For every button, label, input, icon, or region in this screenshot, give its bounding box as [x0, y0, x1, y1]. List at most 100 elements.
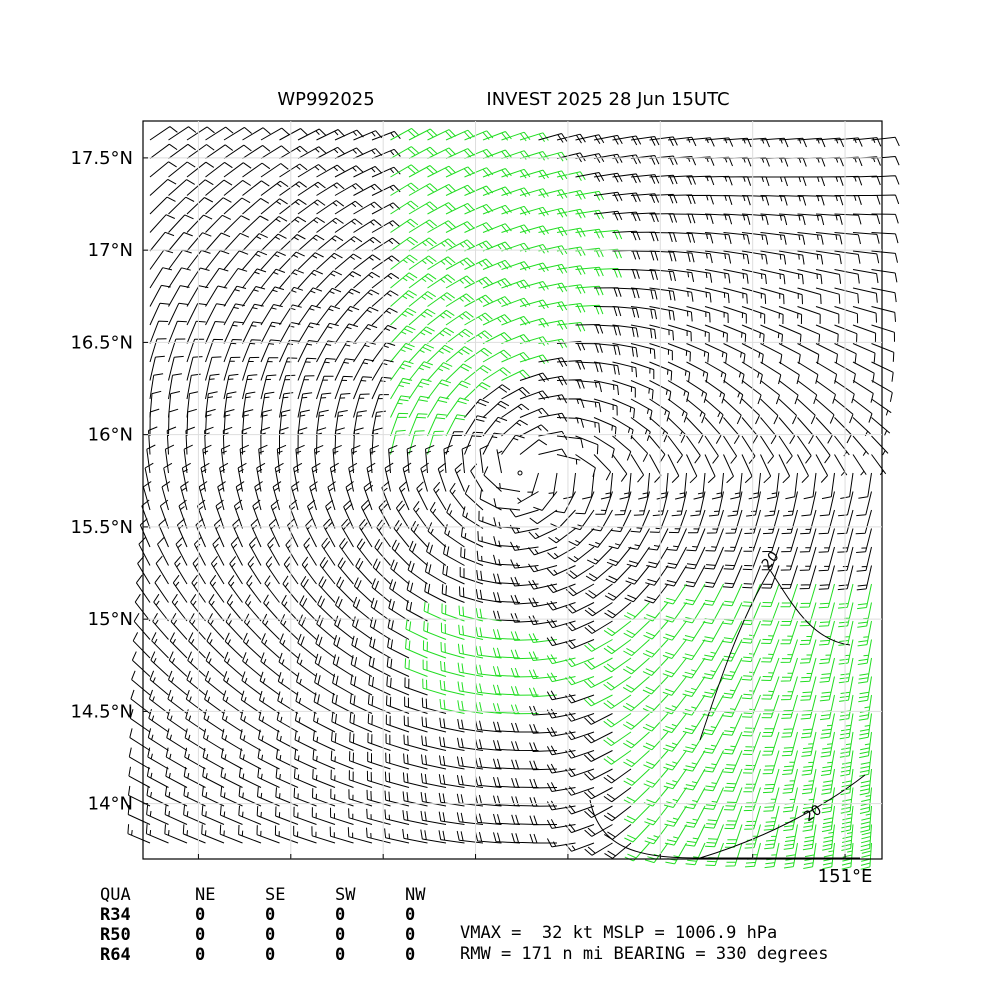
wind-barb: [493, 573, 521, 585]
wind-barb: [705, 842, 724, 866]
wind-barb: [744, 805, 761, 830]
wind-barb: [242, 632, 262, 659]
wind-barb: [704, 787, 724, 810]
wind-barb: [705, 528, 724, 552]
wind-barb: [799, 639, 817, 664]
wind-barb: [390, 236, 418, 252]
wind-barb: [780, 676, 798, 701]
wind-barb: [667, 324, 692, 342]
wind-barb: [294, 730, 317, 751]
wind-barb: [556, 208, 586, 219]
wind-barb: [593, 343, 621, 356]
wind-barb: [819, 657, 835, 683]
wind-barb: [464, 382, 491, 400]
wind-barb: [391, 539, 410, 566]
wind-barb: [205, 144, 234, 159]
wind-barb: [406, 444, 416, 474]
wind-barb: [221, 709, 243, 733]
wind-barb: [782, 750, 798, 775]
wind-barb: [510, 541, 539, 551]
wind-barb: [205, 250, 230, 270]
wind-barb: [802, 787, 817, 813]
wind-barb: [368, 675, 391, 696]
wind-barb: [724, 528, 743, 552]
wind-barb: [164, 786, 188, 807]
wind-barb: [619, 472, 632, 500]
wind-barb: [684, 787, 706, 810]
wind-barb: [493, 592, 521, 603]
wind-barb: [818, 565, 835, 590]
wind-barb: [760, 250, 787, 265]
wind-barb: [334, 288, 361, 307]
wind-barb: [612, 398, 635, 419]
wind-barb: [528, 651, 558, 661]
wind-barb: [318, 576, 336, 603]
wind-barb: [297, 427, 308, 455]
wind-barb: [297, 287, 323, 307]
wind-barb: [852, 175, 881, 186]
wind-barb: [220, 444, 231, 474]
storm-title: INVEST 2025 28 Jun 15UTC: [486, 89, 729, 110]
wind-barb: [438, 830, 465, 844]
wind-barb: [482, 241, 512, 252]
wind-barb: [158, 518, 169, 548]
wind-barb: [219, 805, 243, 825]
wind-barb: [838, 491, 854, 517]
wind-barb: [593, 210, 623, 221]
wind-barb: [568, 528, 595, 547]
wind-barb: [797, 435, 812, 464]
wind-barb: [575, 491, 595, 515]
wind-barb: [575, 398, 602, 413]
wind-barb: [260, 286, 285, 307]
wind-barb: [741, 454, 753, 484]
wind-barb: [612, 306, 640, 318]
wind-barb: [355, 557, 373, 585]
wind-barb: [185, 689, 206, 714]
wind-barb: [390, 395, 411, 418]
wind-barb: [546, 819, 576, 829]
wind-barb: [390, 360, 414, 381]
wind-barb: [702, 694, 724, 717]
wind-barb: [575, 380, 602, 393]
y-tick-label: 16.5°N: [70, 332, 133, 353]
wind-barb: [584, 824, 613, 837]
wind-barb: [595, 491, 613, 515]
wind-barb: [186, 408, 197, 437]
wind-barb: [819, 676, 835, 702]
wind-barb: [780, 639, 798, 663]
wind-barb: [312, 788, 336, 807]
wind-barb: [858, 694, 872, 721]
wind-barb: [188, 632, 206, 659]
wind-barb: [723, 176, 752, 186]
wind-barb: [528, 528, 558, 540]
wind-barb: [630, 250, 659, 261]
wind-barb: [585, 565, 613, 582]
wind-barb: [293, 806, 317, 825]
wind-barb: [186, 197, 214, 215]
wind-barb: [445, 129, 475, 141]
wind-barb: [501, 419, 528, 437]
wind-barb: [546, 583, 576, 594]
wind-barb: [445, 293, 474, 307]
wind-barb: [205, 391, 218, 418]
wind-barb: [741, 657, 761, 681]
wind-barb: [464, 167, 494, 178]
wind-barb: [556, 284, 586, 294]
wind-barb: [575, 228, 604, 239]
wind-barb: [686, 213, 714, 225]
wind-barb: [517, 491, 539, 504]
wind-barb: [630, 287, 658, 300]
wind-barb: [591, 509, 613, 532]
wind-barb: [149, 214, 176, 233]
wind-barb: [371, 202, 401, 215]
wind-barb: [402, 810, 428, 825]
wind-barb: [538, 357, 568, 367]
wind-barb: [492, 629, 521, 640]
wind-barb: [279, 145, 308, 159]
wind-barb: [533, 491, 558, 511]
wind-barb: [408, 343, 435, 363]
wind-barb: [482, 223, 512, 233]
wind-barb: [748, 472, 761, 500]
wind-barb: [575, 361, 603, 373]
wind-barb: [186, 373, 201, 400]
